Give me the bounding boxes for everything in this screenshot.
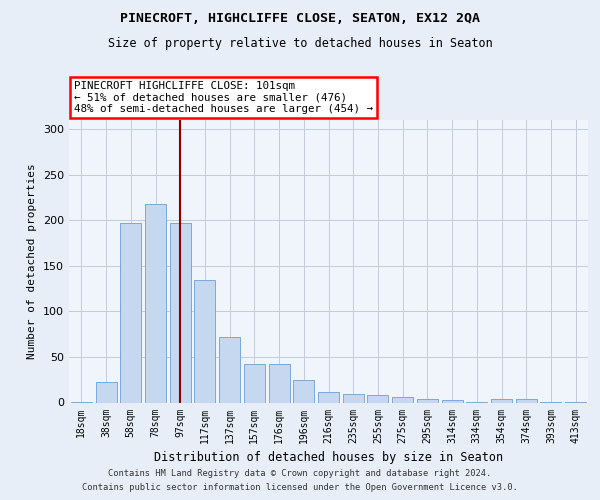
Bar	[367, 395, 388, 402]
Bar	[417, 399, 438, 402]
Bar	[244, 364, 265, 403]
Bar	[392, 397, 413, 402]
Y-axis label: Number of detached properties: Number of detached properties	[28, 164, 37, 359]
Bar	[516, 399, 537, 402]
Text: PINECROFT, HIGHCLIFFE CLOSE, SEATON, EX12 2QA: PINECROFT, HIGHCLIFFE CLOSE, SEATON, EX1…	[120, 12, 480, 26]
Bar	[293, 380, 314, 402]
Text: PINECROFT HIGHCLIFFE CLOSE: 101sqm
← 51% of detached houses are smaller (476)
48: PINECROFT HIGHCLIFFE CLOSE: 101sqm ← 51%…	[74, 81, 373, 114]
Text: Contains public sector information licensed under the Open Government Licence v3: Contains public sector information licen…	[82, 484, 518, 492]
Bar	[269, 364, 290, 403]
Bar	[219, 337, 240, 402]
Text: Size of property relative to detached houses in Seaton: Size of property relative to detached ho…	[107, 38, 493, 51]
Bar	[491, 399, 512, 402]
Bar	[318, 392, 339, 402]
X-axis label: Distribution of detached houses by size in Seaton: Distribution of detached houses by size …	[154, 451, 503, 464]
Text: Contains HM Land Registry data © Crown copyright and database right 2024.: Contains HM Land Registry data © Crown c…	[109, 468, 491, 477]
Bar	[120, 223, 141, 402]
Bar	[145, 204, 166, 402]
Bar	[343, 394, 364, 402]
Bar	[194, 280, 215, 402]
Bar	[170, 223, 191, 402]
Bar	[442, 400, 463, 402]
Bar	[95, 382, 116, 402]
